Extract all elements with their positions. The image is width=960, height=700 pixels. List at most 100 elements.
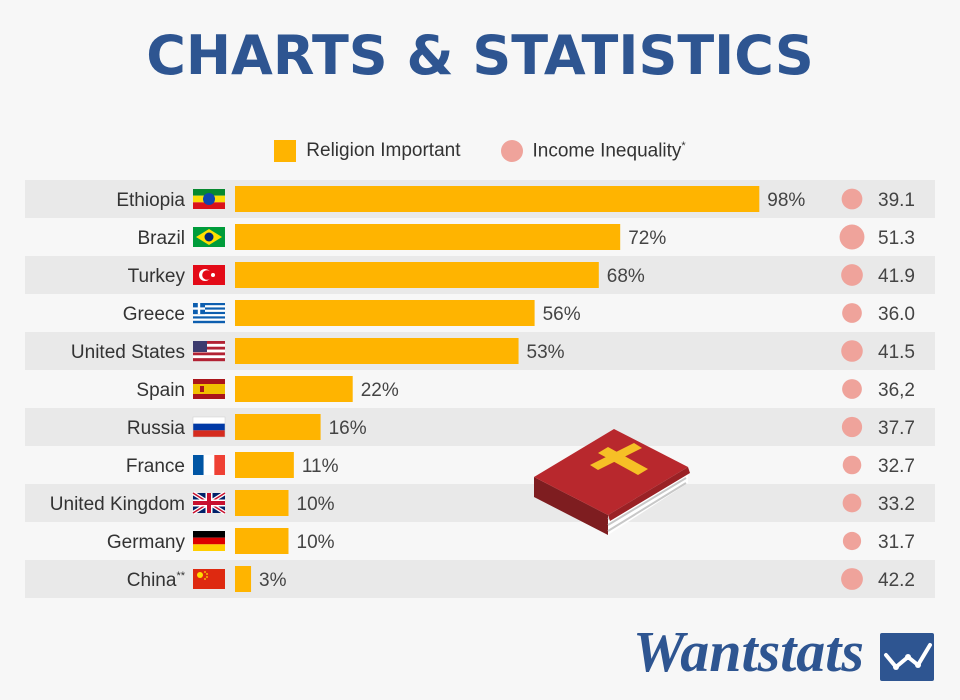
religion-bar [235, 414, 321, 440]
row-band [25, 560, 935, 598]
legend-label-inequality: Income Inequality [532, 140, 682, 162]
chart-row: France 11% 32.7 [126, 452, 915, 478]
legend-item-religion: Religion Important [274, 140, 461, 163]
category-label: Ethiopia [116, 190, 185, 211]
legend-swatch-inequality [500, 140, 523, 163]
chart-logo-icon [880, 633, 934, 681]
flag-star [197, 572, 203, 578]
inequality-circle [842, 455, 862, 475]
inequality-circle [842, 531, 862, 551]
flag-border [192, 416, 226, 438]
flag-part [193, 569, 225, 589]
religion-value-label: 10% [297, 532, 335, 553]
inequality-circle [842, 303, 862, 323]
religion-bar [235, 224, 621, 250]
flag-part [193, 384, 225, 394]
category-label: Brazil [137, 228, 185, 249]
row-band [25, 408, 935, 446]
greece-flag-icon [193, 303, 225, 324]
inequality-value-label: 37.7 [878, 418, 915, 439]
flag-part [193, 305, 225, 308]
flag-part [193, 311, 225, 315]
france-flag-icon [193, 455, 225, 475]
inequality-circle [839, 224, 865, 250]
inequality-value-label: 51.3 [878, 228, 915, 249]
inequality-value-label: 41.9 [878, 266, 915, 287]
uk-flag-icon [191, 491, 227, 515]
flag-part [193, 303, 225, 306]
religion-bar [235, 186, 760, 212]
flag-part [202, 270, 212, 280]
category-label: Spain [136, 380, 185, 401]
religion-bar [235, 262, 599, 288]
religion-value-label: 72% [628, 228, 666, 249]
religion-value-label: 10% [297, 494, 335, 515]
flag-star [206, 576, 208, 578]
flag-part [193, 320, 225, 324]
religion-value-label: 3% [259, 570, 287, 591]
chart-row: Russia 16% 37.7 [25, 408, 935, 446]
flag-part [203, 455, 215, 475]
flag-part [193, 314, 225, 317]
flag-part [193, 309, 225, 313]
inequality-circle [841, 568, 863, 590]
religion-value-label: 22% [361, 380, 399, 401]
flag-part [193, 318, 225, 321]
chart-row: United States 53% 41.5 [25, 332, 935, 370]
category-label: United Kingdom [50, 494, 185, 515]
religion-bar [235, 376, 353, 402]
flag-part [193, 358, 225, 362]
legend-swatch-religion [274, 140, 297, 163]
category-label: United States [71, 342, 185, 363]
religion-value-label: 11% [302, 456, 339, 477]
chart-row: Greece 56% 36.0 [123, 300, 915, 326]
flag-part [193, 307, 205, 310]
flag-part [193, 537, 225, 545]
flag-part [193, 531, 225, 538]
religion-bar [235, 528, 289, 554]
flag-part [193, 349, 225, 353]
inequality-value-label: 33.2 [878, 494, 915, 515]
chart-row: Brazil 72% 51.3 [137, 224, 915, 250]
inequality-value-label: 32.7 [878, 456, 915, 477]
chart-row: United Kingdom 10% 33.2 [25, 484, 935, 522]
flag-part [193, 423, 225, 431]
category-label: Russia [127, 418, 186, 439]
usa-flag-icon [193, 341, 225, 362]
flag-part [193, 346, 225, 350]
flag-part [193, 202, 225, 209]
legend-label-religion: Religion Important [306, 140, 461, 162]
chart-row: Germany 10% 31.7 [107, 528, 915, 554]
page-title: CHARTS & STATISTICS [146, 24, 814, 87]
category-label: Germany [107, 532, 186, 553]
chart-row: Turkey 68% 41.9 [25, 256, 935, 294]
chart-row: Ethiopia 98% 39.1 [25, 180, 935, 218]
flag-part [193, 352, 225, 356]
category-label: Greece [123, 304, 185, 325]
religion-value-label: 56% [543, 304, 581, 325]
inequality-value-label: 39.1 [878, 190, 915, 211]
chart-row: Spain 22% 36,2 [136, 376, 915, 402]
chart-legend: Religion Important Income Inequality* [0, 140, 960, 163]
inequality-circle [842, 493, 862, 513]
flag-emblem [200, 386, 204, 392]
turkey-flag-icon [193, 265, 225, 285]
russia-flag-icon [192, 416, 226, 438]
ethiopia-flag-icon [193, 189, 225, 209]
legend-item-inequality: Income Inequality* [500, 140, 686, 163]
flag-part [193, 455, 204, 475]
chart-row: China** 3% 42.2 [25, 560, 935, 598]
inequality-circle [841, 416, 863, 438]
flag-emblem [203, 193, 215, 205]
inequality-circle [841, 188, 863, 210]
inequality-value-label: 31.7 [878, 532, 915, 553]
germany-flag-icon [193, 531, 225, 551]
flag-star [211, 273, 215, 277]
religion-bar [235, 566, 252, 592]
flag-part [193, 341, 225, 345]
bible-book-icon [534, 429, 690, 535]
religion-bar [235, 300, 535, 326]
religion-value-label: 16% [329, 418, 367, 439]
flag-part [193, 341, 207, 352]
flag-part [193, 189, 225, 196]
